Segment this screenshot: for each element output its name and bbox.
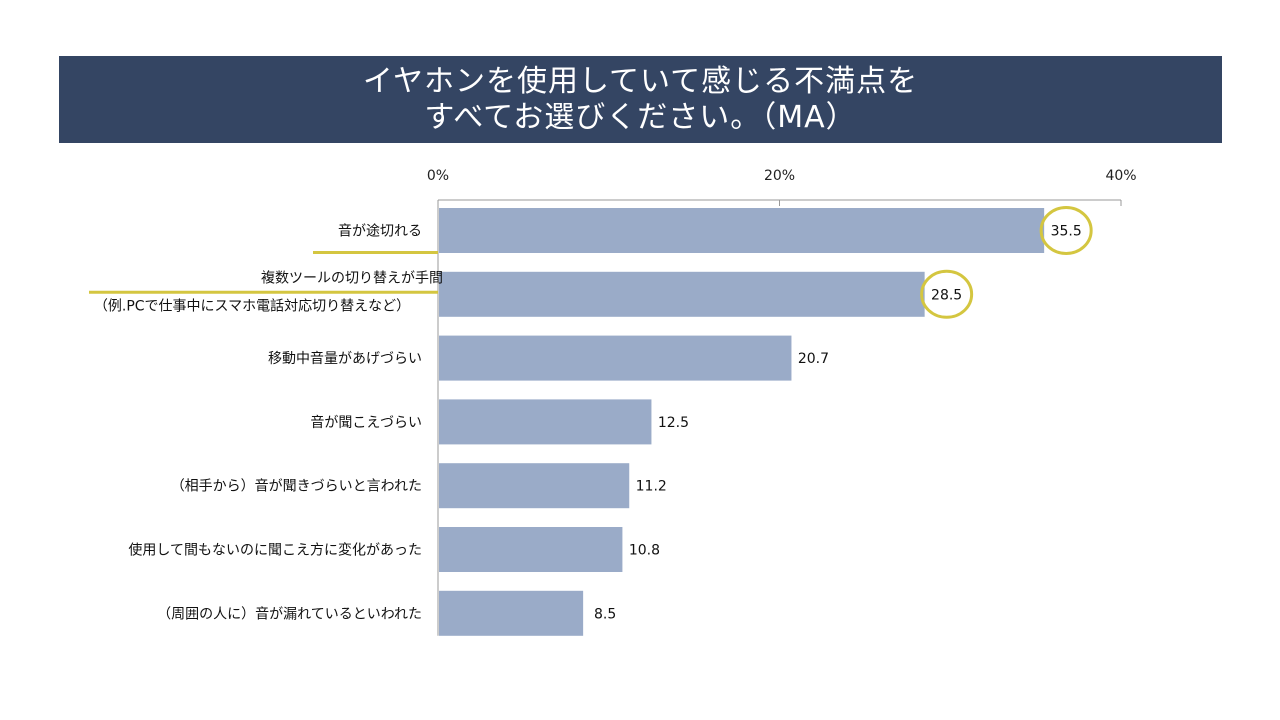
category-label-sub: （例.PCで仕事中にスマホ電話対応切り替えなど） xyxy=(94,297,410,314)
value-label: 28.5 xyxy=(931,287,962,303)
value-label: 10.8 xyxy=(629,543,660,559)
bar xyxy=(439,590,584,636)
bar xyxy=(439,527,623,572)
title-band: イヤホンを使用していて感じる不満点を すべてお選びください。（MA） xyxy=(59,56,1222,143)
category-label: 音が途切れる xyxy=(338,223,422,240)
category-label: 使用して間もないのに聞こえ方に変化があった xyxy=(128,542,422,559)
category-label: （周囲の人に）音が漏れているといわれた xyxy=(157,605,422,622)
bar xyxy=(439,335,792,381)
highlight-circle xyxy=(920,269,974,319)
category-label: （相手から）音が聞きづらいと言われた xyxy=(171,478,422,495)
value-label: 12.5 xyxy=(658,415,689,431)
value-label: 35.5 xyxy=(1051,224,1082,240)
chart-title-line-2: すべてお選びください。（MA） xyxy=(424,99,857,135)
category-label: 複数ツールの切り替えが手間 xyxy=(261,269,443,286)
value-label: 11.2 xyxy=(636,479,667,495)
category-label: 移動中音量があげづらい xyxy=(268,350,422,367)
chart-title-line-1: イヤホンを使用していて感じる不満点を xyxy=(362,63,919,99)
x-tick-label: 0% xyxy=(427,168,449,184)
value-label: 8.5 xyxy=(594,606,616,622)
bar xyxy=(439,271,925,317)
value-label: 20.7 xyxy=(798,351,829,367)
highlight-circle xyxy=(1039,206,1093,255)
bar xyxy=(439,399,652,445)
category-label: 音が聞こえづらい xyxy=(310,414,422,431)
x-tick-label: 40% xyxy=(1105,168,1136,184)
bar xyxy=(439,463,630,509)
bar xyxy=(439,208,1045,253)
x-tick-label: 20% xyxy=(764,168,795,184)
